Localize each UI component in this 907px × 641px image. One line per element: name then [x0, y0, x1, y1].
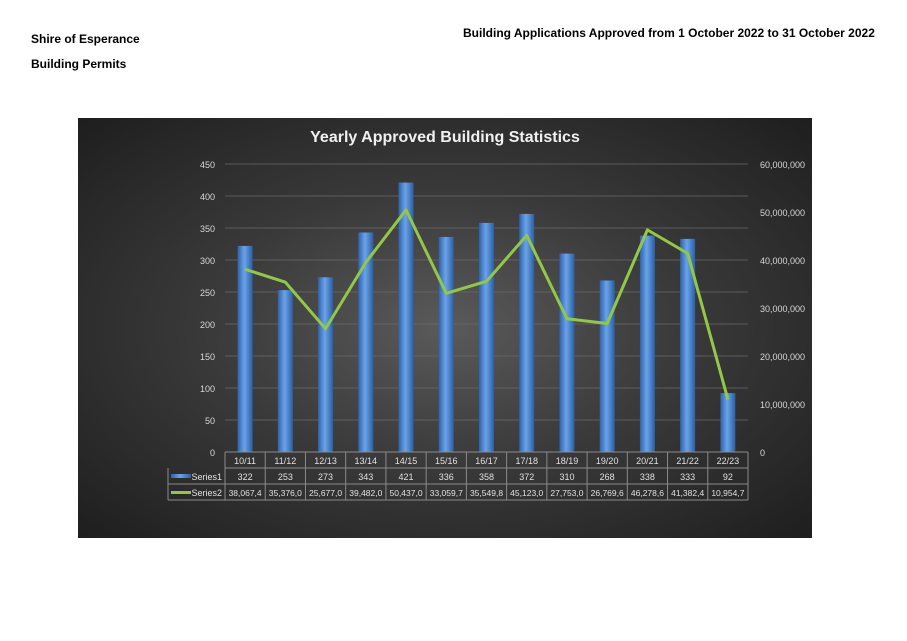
bar-13/14 — [358, 232, 374, 452]
series2-value: 35,549,8 — [470, 488, 503, 498]
series1-value: 343 — [358, 472, 373, 482]
left-tick-label: 350 — [200, 224, 215, 234]
series1-value: 92 — [723, 472, 733, 482]
left-tick-label: 0 — [210, 448, 215, 458]
chart-title: Yearly Approved Building Statistics — [310, 129, 580, 146]
bar-21/22 — [680, 238, 696, 452]
category-label: 19/20 — [596, 456, 619, 466]
org-name: Shire of Esperance — [31, 32, 140, 46]
left-tick-label: 400 — [200, 192, 215, 202]
left-tick-label: 50 — [205, 416, 215, 426]
right-tick-label: 40,000,000 — [760, 256, 805, 266]
right-tick-label: 60,000,000 — [760, 160, 805, 170]
bar-18/19 — [559, 253, 575, 452]
series2-value: 25,677,0 — [309, 488, 342, 498]
series2-line — [244, 208, 730, 400]
category-label: 20/21 — [636, 456, 659, 466]
bar-22/23 — [720, 393, 736, 452]
series2-value: 27,753,0 — [550, 488, 583, 498]
category-label: 13/14 — [355, 456, 378, 466]
series2-value: 50,437,0 — [389, 488, 422, 498]
category-label: 18/19 — [556, 456, 579, 466]
bar-11/12 — [277, 290, 293, 452]
series2-value: 35,376,0 — [269, 488, 302, 498]
series2-value: 39,482,0 — [349, 488, 382, 498]
left-tick-label: 150 — [200, 352, 215, 362]
series2-legend-label: Series2 — [191, 488, 222, 498]
left-tick-label: 100 — [200, 384, 215, 394]
left-tick-label: 250 — [200, 288, 215, 298]
series1-value: 268 — [600, 472, 615, 482]
series2-value: 41,382,4 — [671, 488, 704, 498]
category-label: 17/18 — [515, 456, 538, 466]
right-tick-label: 0 — [760, 448, 765, 458]
section-name: Building Permits — [31, 57, 127, 71]
category-label: 22/23 — [717, 456, 740, 466]
series2-value: 10,954,7 — [711, 488, 744, 498]
series1-value: 338 — [640, 472, 655, 482]
series2-value: 38,067,4 — [229, 488, 262, 498]
bar-16/17 — [479, 222, 494, 452]
series1-value: 421 — [399, 472, 414, 482]
series1-value: 322 — [238, 472, 253, 482]
series1-legend-label: Series1 — [191, 472, 222, 482]
series1-legend-key — [171, 474, 191, 478]
series1-value: 253 — [278, 472, 293, 482]
series2-value: 33,059,7 — [430, 488, 463, 498]
bar-19/20 — [599, 280, 615, 452]
bar-14/15 — [398, 182, 414, 452]
bar-12/13 — [318, 277, 334, 452]
bar-10/11 — [237, 245, 253, 452]
category-label: 10/11 — [234, 456, 256, 466]
category-label: 15/16 — [435, 456, 458, 466]
left-tick-label: 300 — [200, 256, 215, 266]
category-label: 14/15 — [395, 456, 418, 466]
category-label: 21/22 — [676, 456, 699, 466]
right-tick-label: 50,000,000 — [760, 208, 805, 218]
series2-value: 46,278,6 — [631, 488, 664, 498]
left-tick-label: 200 — [200, 320, 215, 330]
chart: Yearly Approved Building Statistics 0 50 1… — [78, 118, 812, 538]
right-tick-label: 10,000,000 — [760, 400, 805, 410]
series1-value: 336 — [439, 472, 454, 482]
category-label: 16/17 — [475, 456, 498, 466]
right-tick-label: 30,000,000 — [760, 304, 805, 314]
bar-17/18 — [519, 213, 535, 452]
series2-legend-key — [171, 491, 191, 494]
series2-value: 26,769,6 — [591, 488, 624, 498]
category-label: 12/13 — [314, 456, 337, 466]
bar-20/21 — [639, 235, 655, 452]
series1-value: 273 — [318, 472, 333, 482]
series2-value: 45,123,0 — [510, 488, 543, 498]
category-label: 11/12 — [274, 456, 296, 466]
bar-15/16 — [438, 236, 454, 452]
right-tick-label: 20,000,000 — [760, 352, 805, 362]
series1-value: 358 — [479, 472, 494, 482]
report-title: Building Applications Approved from 1 Oc… — [463, 26, 875, 40]
series1-value: 310 — [559, 472, 574, 482]
left-tick-label: 450 — [200, 160, 215, 170]
series1-value: 372 — [519, 472, 534, 482]
series1-value: 333 — [680, 472, 695, 482]
